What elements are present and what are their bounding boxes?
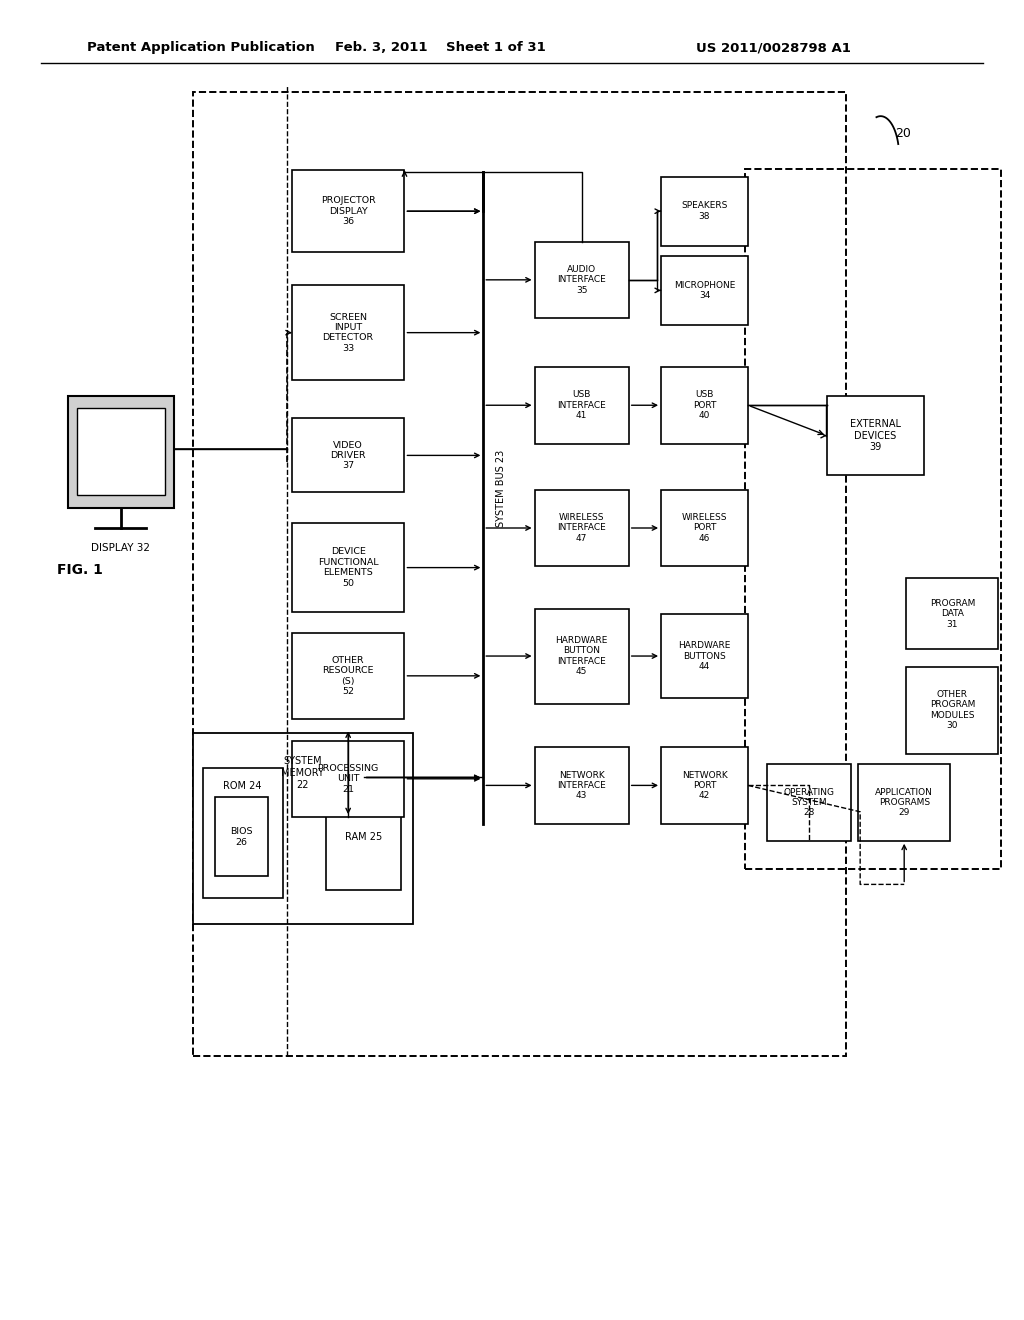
Text: OTHER
PROGRAM
MODULES
30: OTHER PROGRAM MODULES 30 — [930, 690, 975, 730]
Text: MICROPHONE
34: MICROPHONE 34 — [674, 281, 735, 300]
Text: WIRELESS
INTERFACE
47: WIRELESS INTERFACE 47 — [557, 513, 606, 543]
Bar — [535, 242, 629, 318]
Text: Patent Application Publication: Patent Application Publication — [87, 41, 314, 54]
Bar — [662, 747, 748, 824]
Text: USB
INTERFACE
41: USB INTERFACE 41 — [557, 391, 606, 420]
Bar — [767, 764, 851, 841]
Text: DEVICE
FUNCTIONAL
ELEMENTS
50: DEVICE FUNCTIONAL ELEMENTS 50 — [317, 548, 379, 587]
Bar — [77, 408, 165, 495]
Bar — [215, 797, 268, 876]
Bar — [193, 733, 413, 924]
Bar — [745, 169, 1001, 869]
Bar — [292, 523, 404, 612]
Text: RAM 25: RAM 25 — [345, 832, 382, 842]
Text: PROJECTOR
DISPLAY
36: PROJECTOR DISPLAY 36 — [321, 197, 376, 226]
Text: SPEAKERS
38: SPEAKERS 38 — [681, 202, 728, 220]
Bar — [827, 396, 924, 475]
Text: DISPLAY 32: DISPLAY 32 — [91, 543, 151, 553]
Bar — [193, 92, 846, 1056]
Text: VIDEO
DRIVER
37: VIDEO DRIVER 37 — [331, 441, 366, 470]
Bar — [906, 578, 998, 649]
Text: HARDWARE
BUTTON
INTERFACE
45: HARDWARE BUTTON INTERFACE 45 — [555, 636, 608, 676]
Bar — [292, 634, 404, 718]
Text: SYSTEM
MEMORY
22: SYSTEM MEMORY 22 — [282, 756, 324, 789]
Text: FIG. 1: FIG. 1 — [57, 564, 102, 577]
Bar — [326, 784, 401, 890]
Text: NETWORK
PORT
42: NETWORK PORT 42 — [682, 771, 727, 800]
Bar — [535, 367, 629, 444]
Bar — [858, 764, 950, 841]
Text: SCREEN
INPUT
DETECTOR
33: SCREEN INPUT DETECTOR 33 — [323, 313, 374, 352]
Text: SYSTEM BUS 23: SYSTEM BUS 23 — [496, 450, 506, 527]
Text: ROM 24: ROM 24 — [223, 781, 262, 792]
Text: NETWORK
INTERFACE
43: NETWORK INTERFACE 43 — [557, 771, 606, 800]
Text: Feb. 3, 2011    Sheet 1 of 31: Feb. 3, 2011 Sheet 1 of 31 — [335, 41, 546, 54]
Bar — [203, 768, 283, 898]
Text: OPERATING
SYSTEM
28: OPERATING SYSTEM 28 — [783, 788, 835, 817]
Bar — [68, 396, 174, 508]
Bar — [906, 667, 998, 754]
Text: USB
PORT
40: USB PORT 40 — [693, 391, 716, 420]
Bar — [662, 490, 748, 566]
Text: BIOS
26: BIOS 26 — [230, 828, 253, 846]
Bar — [535, 609, 629, 704]
Text: EXTERNAL
DEVICES
39: EXTERNAL DEVICES 39 — [850, 418, 901, 453]
Bar — [662, 367, 748, 444]
Text: HARDWARE
BUTTONS
44: HARDWARE BUTTONS 44 — [678, 642, 731, 671]
Text: US 2011/0028798 A1: US 2011/0028798 A1 — [696, 41, 851, 54]
Bar — [292, 741, 404, 817]
Bar — [535, 490, 629, 566]
Text: WIRELESS
PORT
46: WIRELESS PORT 46 — [682, 513, 727, 543]
Text: OTHER
RESOURCE
(S)
52: OTHER RESOURCE (S) 52 — [323, 656, 374, 696]
Bar — [662, 256, 748, 325]
Bar — [292, 285, 404, 380]
Bar — [292, 170, 404, 252]
Bar — [535, 747, 629, 824]
Text: AUDIO
INTERFACE
35: AUDIO INTERFACE 35 — [557, 265, 606, 294]
Bar — [292, 418, 404, 492]
Bar — [662, 177, 748, 246]
Text: 20: 20 — [895, 127, 911, 140]
Text: APPLICATION
PROGRAMS
29: APPLICATION PROGRAMS 29 — [876, 788, 933, 817]
Text: PROGRAM
DATA
31: PROGRAM DATA 31 — [930, 599, 975, 628]
Text: PROCESSING
UNIT
21: PROCESSING UNIT 21 — [317, 764, 379, 793]
Bar — [662, 614, 748, 698]
